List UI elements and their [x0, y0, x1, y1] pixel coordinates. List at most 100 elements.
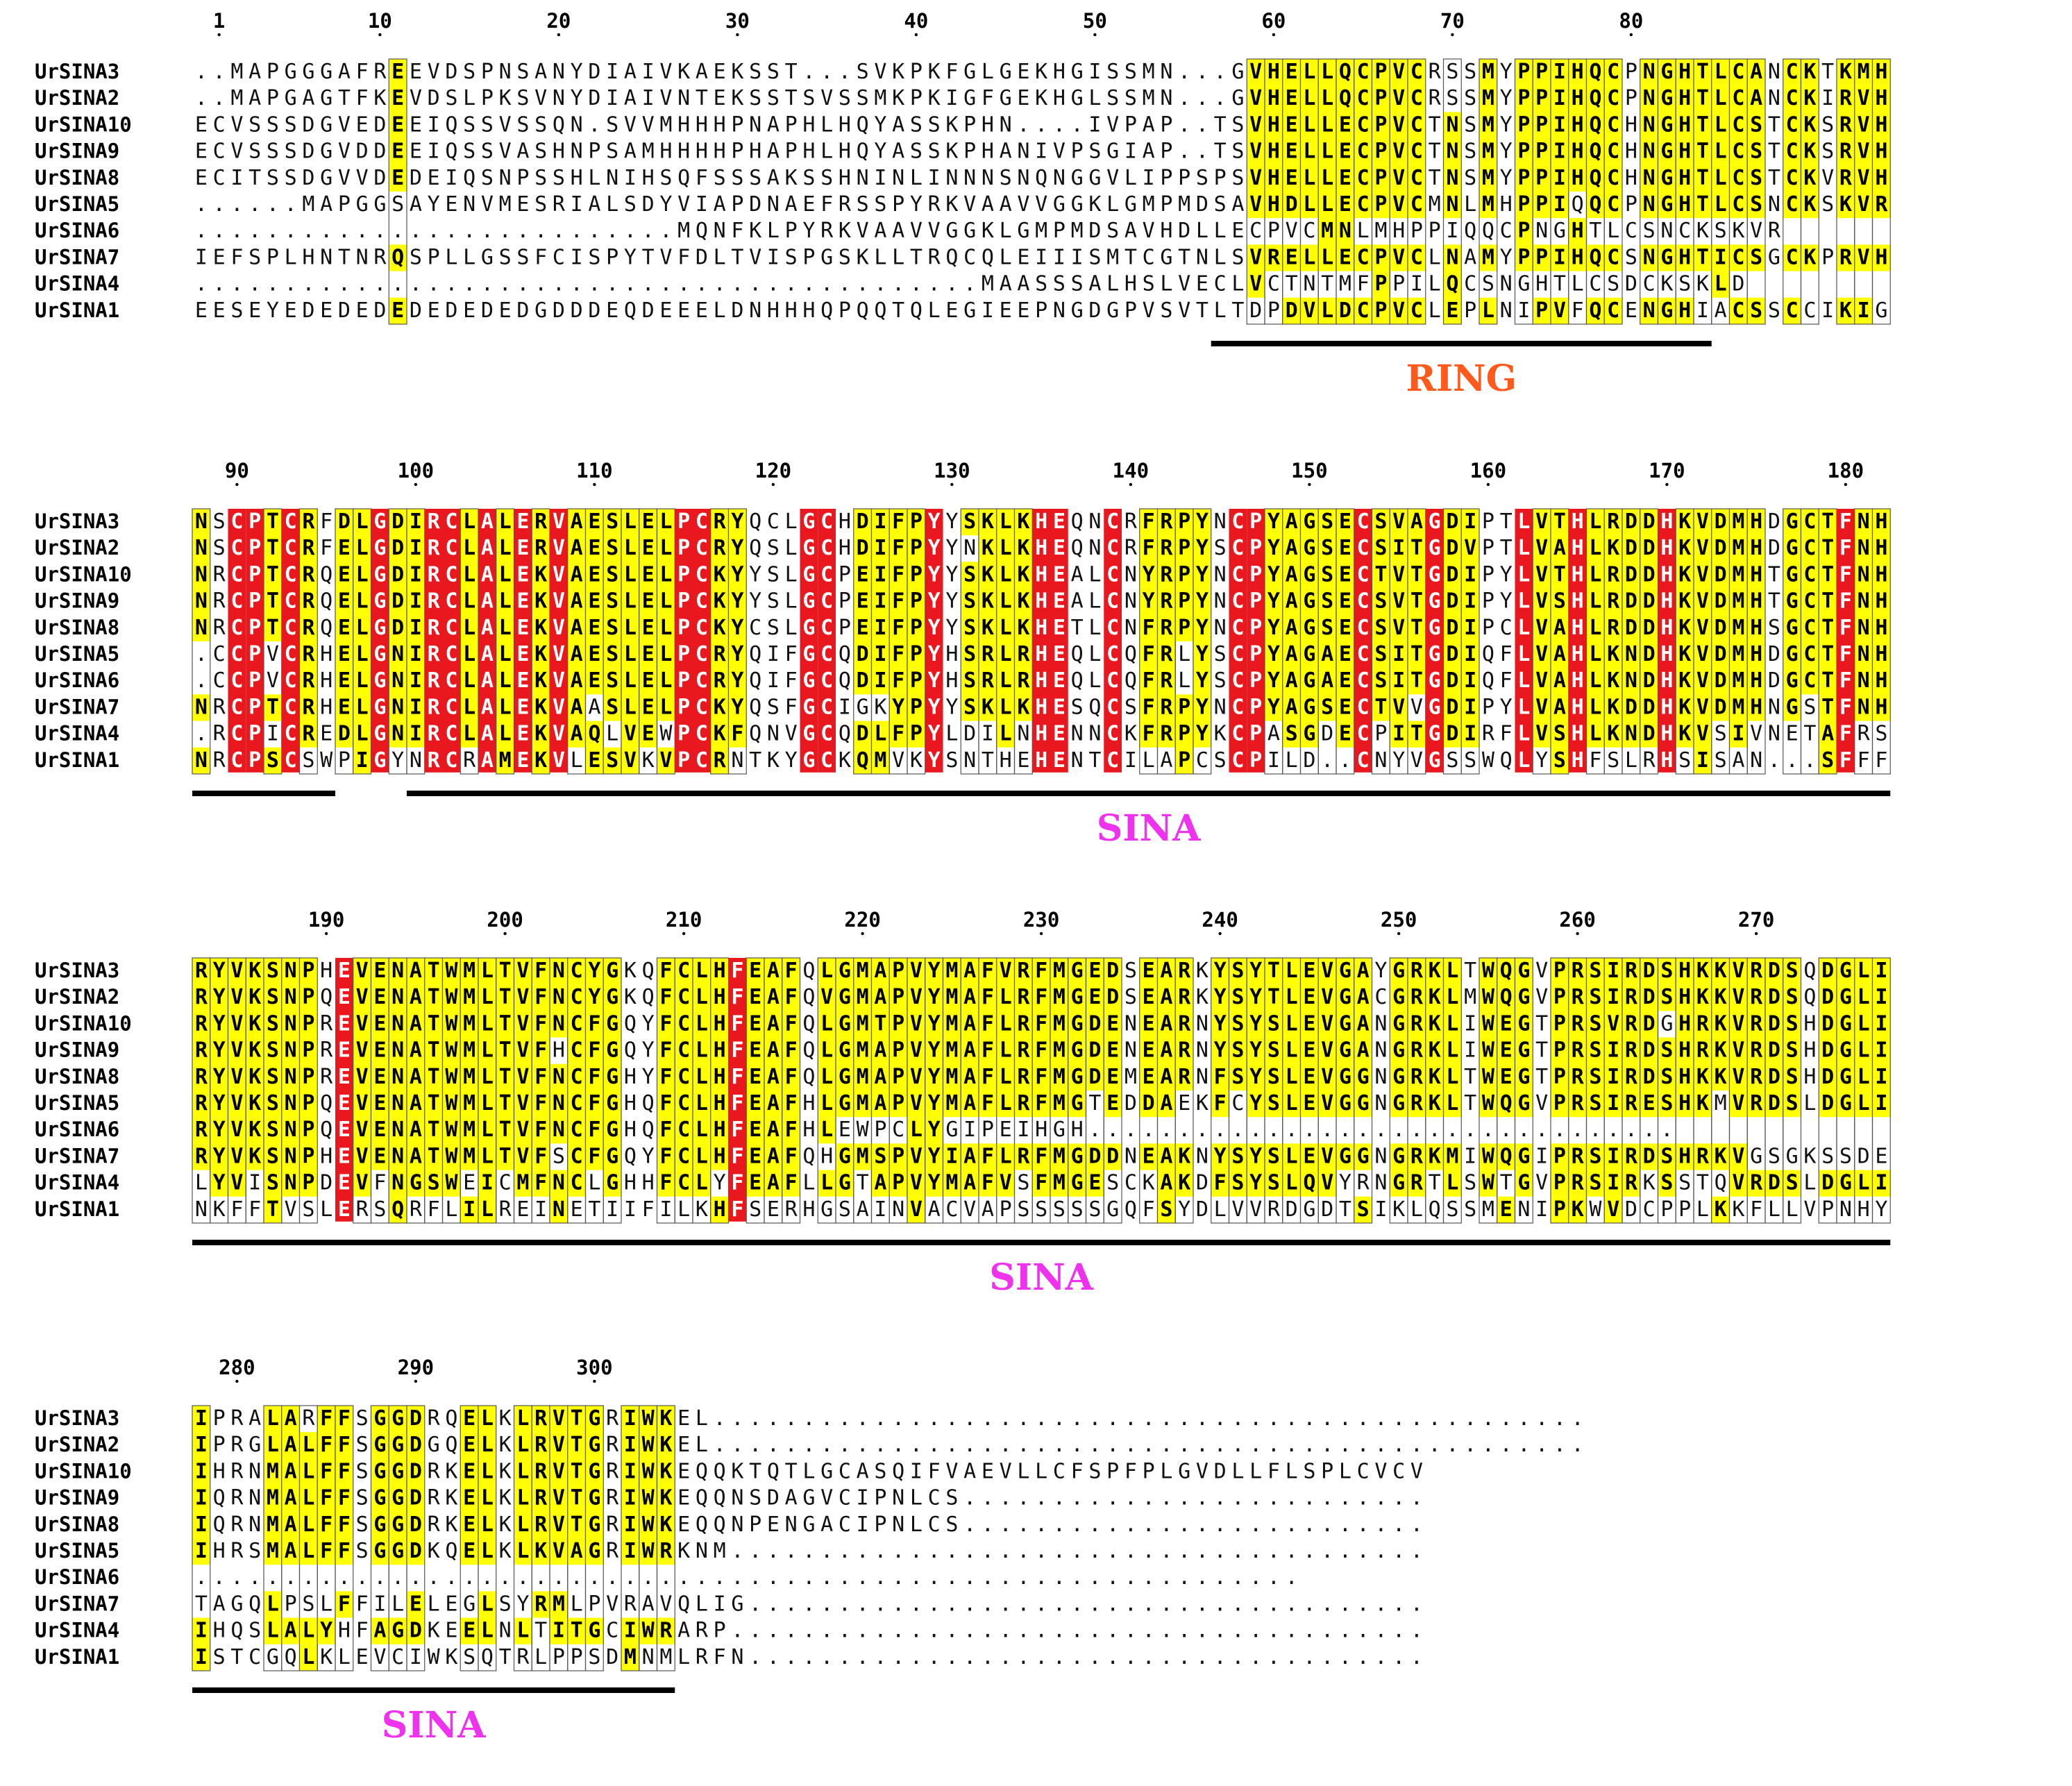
similar-cell [1551, 244, 1569, 271]
residue: E [428, 166, 440, 190]
residue: S [1464, 60, 1476, 84]
residue: P [1178, 589, 1190, 614]
residue: D [857, 509, 869, 534]
similar-cell [1568, 59, 1587, 86]
residue: F [785, 642, 798, 666]
residue: R [1875, 192, 1888, 217]
residue: L [1517, 722, 1530, 746]
similar-cell [1265, 192, 1283, 219]
residue: G [1053, 1118, 1066, 1142]
residue: P [1553, 1065, 1566, 1089]
residue: G [839, 1144, 851, 1168]
residue: S [606, 112, 618, 137]
residue: M [1482, 86, 1494, 110]
sequence-name: UrSINA2 [35, 1433, 119, 1456]
residue: T [428, 1065, 440, 1089]
residue: E [516, 748, 529, 773]
ruler-tick-dot [682, 932, 686, 936]
residue: T [499, 1091, 512, 1115]
similar-cell [1300, 112, 1319, 139]
residue: V [516, 1038, 529, 1063]
residue: R [302, 509, 315, 534]
residue: Y [213, 1171, 226, 1195]
similar-cell [1300, 165, 1319, 192]
residue: L [659, 536, 672, 560]
residue: C [1803, 589, 1816, 614]
residue: Q [1339, 60, 1351, 84]
residue: A [1231, 192, 1244, 217]
similar-cell [1586, 165, 1605, 192]
residue: P [249, 748, 261, 773]
residue: G [1303, 562, 1315, 587]
residue: S [606, 536, 618, 560]
residue: L [1088, 589, 1101, 614]
residue: G [1339, 1011, 1351, 1036]
residue: N [1088, 722, 1101, 746]
residue: Y [1249, 959, 1262, 983]
residue: P [677, 562, 690, 587]
residue: T [267, 616, 279, 640]
residue: L [445, 245, 457, 269]
residue: K [1607, 722, 1619, 746]
residue: T [267, 589, 279, 614]
residue: T [1500, 536, 1513, 560]
residue: E [338, 642, 351, 666]
similar-cell [1265, 59, 1283, 86]
residue: R [302, 722, 315, 746]
residue: . [1286, 1118, 1298, 1142]
residue: L [820, 112, 833, 137]
residue: G [1071, 60, 1084, 84]
residue: L [624, 668, 637, 693]
residue: Q [320, 1091, 332, 1115]
residue: A [928, 1197, 941, 1222]
residue: M [1374, 219, 1387, 243]
similar-cell [1551, 192, 1569, 219]
residue: N [1160, 60, 1172, 84]
residue: R [410, 1197, 423, 1222]
residue: C [1231, 562, 1244, 587]
residue: S [1017, 1197, 1029, 1222]
residue: A [1464, 245, 1476, 269]
residue: E [749, 1091, 761, 1115]
residue: K [445, 1459, 457, 1483]
residue: C [1357, 562, 1370, 587]
residue: N [963, 748, 976, 773]
residue: V [963, 1197, 976, 1222]
residue: N [195, 695, 208, 719]
residue: C [1214, 272, 1227, 296]
residue: V [1053, 140, 1066, 164]
residue: P [249, 668, 261, 693]
residue: R [373, 60, 387, 84]
residue: R [320, 1038, 333, 1063]
residue: K [1715, 1011, 1727, 1036]
similar-cell [1282, 85, 1301, 112]
residue: V [1392, 192, 1405, 217]
residue: S [1321, 536, 1333, 560]
residue: F [731, 1197, 743, 1222]
residue: F [534, 1171, 547, 1195]
similar-cell [1265, 165, 1283, 192]
residue: . [1017, 112, 1029, 137]
residue: G [373, 616, 386, 640]
residue: H [1035, 509, 1047, 534]
residue: S [1446, 86, 1458, 110]
residue: N [1214, 695, 1227, 719]
residue: R [534, 1459, 548, 1483]
residue: S [1768, 298, 1780, 323]
residue: S [1071, 695, 1084, 719]
residue: V [230, 1171, 243, 1195]
residue: S [1125, 86, 1137, 110]
residue: K [1196, 959, 1208, 983]
residue: T [499, 959, 512, 983]
residue: . [1214, 1486, 1227, 1510]
residue: C [230, 509, 243, 534]
residue: . [553, 219, 565, 243]
residue: L [1589, 562, 1601, 587]
residue: H [1678, 192, 1691, 217]
residue: K [1429, 1065, 1441, 1089]
residue: K [1017, 616, 1029, 640]
residue: G [1786, 695, 1799, 719]
residue: E [1303, 1011, 1315, 1036]
residue: Y [928, 1144, 941, 1168]
